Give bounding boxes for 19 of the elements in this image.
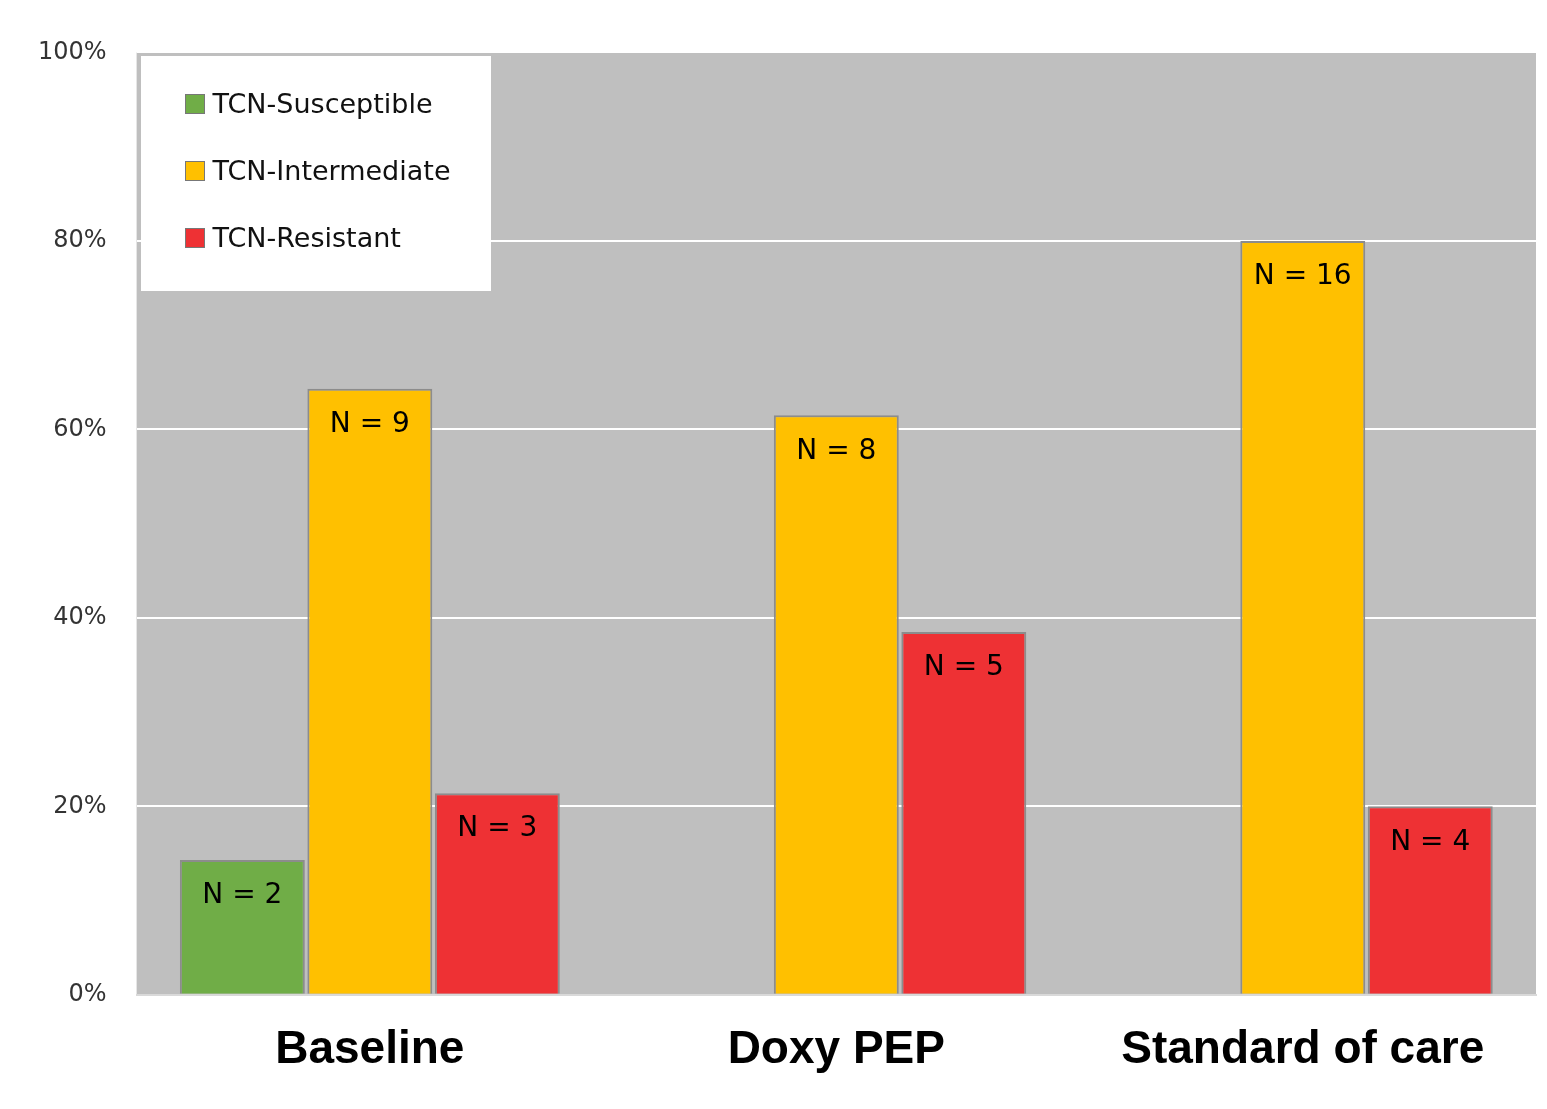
annotation: N = 16: [1253, 258, 1352, 292]
annotation: N = 4: [1390, 823, 1471, 857]
annotation: N = 2: [202, 877, 283, 911]
y-tick-label: 0%: [68, 979, 107, 1008]
annotation: N = 3: [457, 810, 538, 844]
annotation: N = 8: [796, 432, 877, 466]
x-tick-label: Standard of care: [1121, 1021, 1485, 1074]
annotation: N = 5: [923, 649, 1004, 683]
legend-label: TCN-Intermediate: [212, 155, 451, 187]
annotation: N = 9: [329, 406, 410, 440]
y-tick-label: 20%: [53, 790, 107, 819]
y-tick-label: 80%: [53, 225, 107, 254]
y-tick-label: 40%: [53, 602, 107, 631]
legend-label: TCN-Resistant: [212, 222, 401, 254]
x-tick-label: Doxy PEP: [727, 1021, 945, 1074]
y-tick-label: 60%: [53, 413, 107, 442]
y-tick-label: 100%: [37, 36, 107, 65]
x-tick-label: Baseline: [275, 1021, 465, 1074]
legend-label: TCN-Susceptible: [212, 88, 433, 120]
